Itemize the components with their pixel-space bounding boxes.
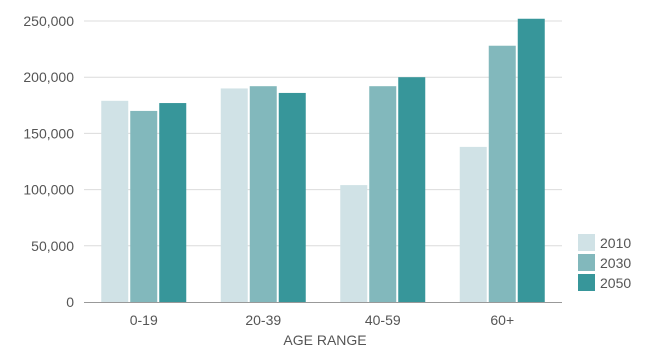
legend-label-2030: 2030 (600, 255, 631, 271)
legend-swatch-2030 (578, 254, 595, 271)
bar-2050-60+ (517, 18, 545, 302)
bar-2030-60+ (488, 45, 516, 303)
y-tick-label: 0 (66, 294, 74, 310)
bar-2050-0-19 (159, 103, 187, 302)
y-tick-label: 100,000 (23, 182, 74, 198)
bars (101, 18, 545, 303)
legend-swatch-2010 (578, 234, 595, 251)
x-axis-ticks: 0-19 20-39 40-59 60+ (130, 312, 514, 328)
x-tick-label: 60+ (490, 312, 514, 328)
bar-2030-40-59 (369, 86, 397, 302)
x-tick-label: 0-19 (130, 312, 158, 328)
legend: 2010 2030 2050 (578, 234, 631, 291)
x-tick-label: 20-39 (245, 312, 281, 328)
bar-2010-20-39 (220, 88, 248, 302)
y-tick-label: 50,000 (31, 238, 74, 254)
y-tick-label: 200,000 (23, 69, 74, 85)
bar-2050-20-39 (278, 92, 306, 302)
bar-2010-0-19 (101, 100, 129, 302)
bar-2030-20-39 (249, 86, 277, 302)
legend-label-2050: 2050 (600, 275, 631, 291)
y-tick-label: 250,000 (23, 13, 74, 29)
y-axis-ticks: 0 50,000 100,000 150,000 200,000 250,000 (23, 13, 74, 310)
bar-2030-0-19 (130, 110, 158, 302)
bar-2010-60+ (459, 146, 487, 302)
bar-2050-40-59 (398, 77, 426, 302)
bar-2010-40-59 (340, 185, 368, 302)
legend-swatch-2050 (578, 274, 595, 291)
x-axis-title: AGE RANGE (283, 332, 366, 347)
y-tick-label: 150,000 (23, 125, 74, 141)
legend-label-2010: 2010 (600, 235, 631, 251)
x-tick-label: 40-59 (365, 312, 401, 328)
